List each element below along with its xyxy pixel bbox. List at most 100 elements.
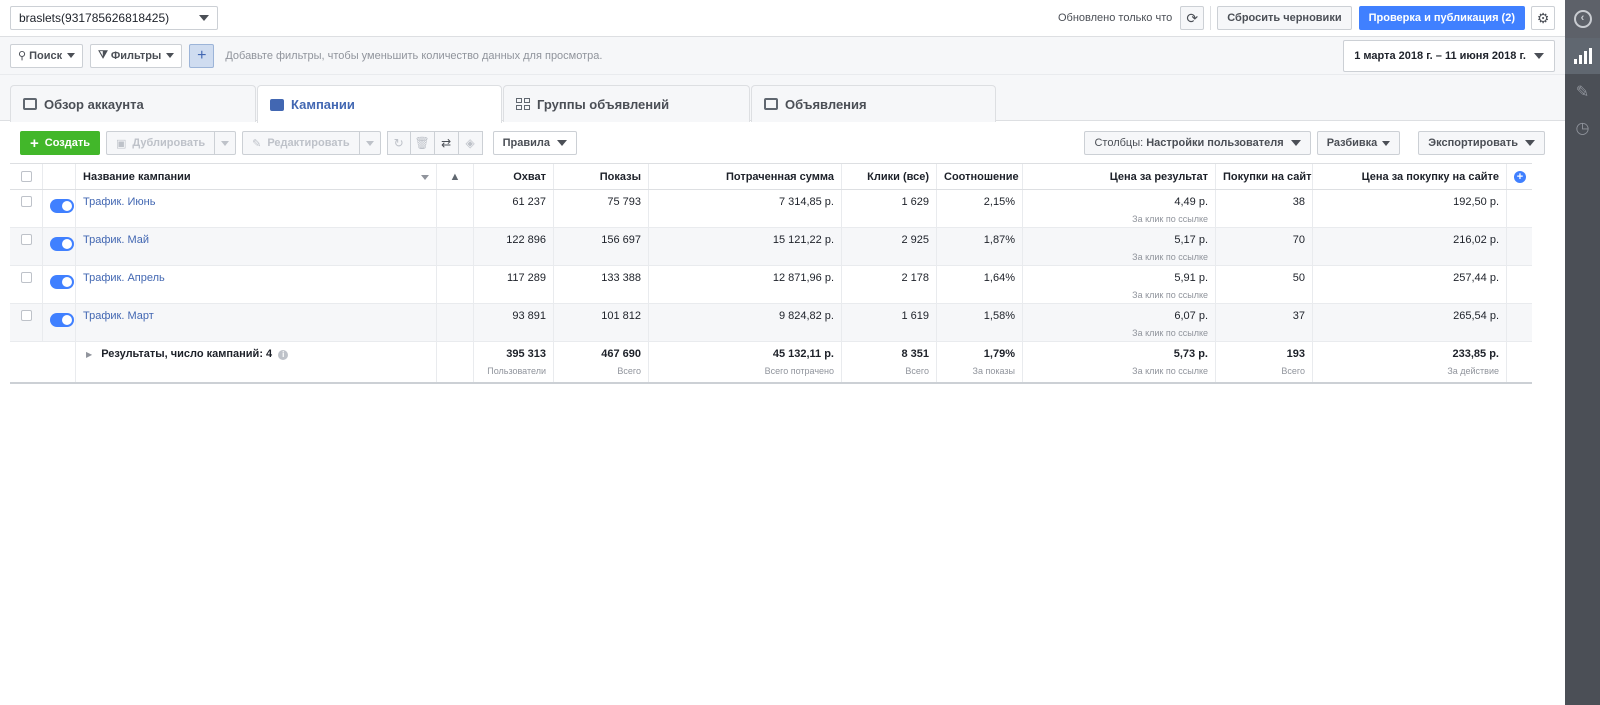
cell-ctr: 1,58% — [937, 304, 1023, 341]
columns-value: Настройки пользователя — [1146, 137, 1284, 149]
totals-label-cell: ▶ Результаты, число кампаний: 4 i — [76, 342, 437, 382]
cell-value: 257,44 р. — [1453, 272, 1499, 284]
columns-button[interactable]: Столбцы: Настройки пользователя — [1084, 131, 1311, 155]
cell-impressions: 75 793 — [554, 190, 649, 227]
plus-icon: + — [197, 46, 207, 64]
chevron-down-icon — [556, 140, 567, 146]
campaign-name-link[interactable]: Трафик. Апрель — [83, 272, 165, 284]
table-row[interactable]: Трафик. Май 122 896 156 697 15 121,22 р. 2 9… — [10, 228, 1532, 266]
expand-icon[interactable]: ▶ — [86, 350, 93, 359]
duplicate-menu-button[interactable] — [215, 131, 237, 155]
totals-impressions: 467 690 Всего — [554, 342, 649, 382]
col-header-impressions[interactable]: Показы — [554, 164, 649, 189]
top-header: braslets(931785626818425) Обновлено толь… — [0, 0, 1565, 37]
chevron-down-icon — [67, 53, 76, 58]
breakdown-button[interactable]: Разбивка — [1316, 131, 1401, 155]
review-publish-button[interactable]: Проверка и публикация (2) — [1358, 6, 1525, 30]
table-row[interactable]: Трафик. Июнь 61 237 75 793 7 314,85 р. 1 629… — [10, 190, 1532, 228]
col-header-ctr[interactable]: Соотношение кликов — [937, 164, 1023, 189]
row-checkbox[interactable] — [20, 310, 32, 321]
row-end — [1507, 228, 1532, 265]
breakdown-label: Разбивка — [1326, 137, 1378, 149]
date-range-picker[interactable]: 1 марта 2018 г. – 11 июня 2018 г. — [1343, 39, 1555, 72]
rules-button[interactable]: Правила — [492, 131, 577, 155]
gear-icon: ⚙ — [1536, 9, 1550, 26]
ab-test-button[interactable]: ⇄ — [434, 131, 459, 155]
col-header-clicks[interactable]: Клики (все) — [842, 164, 937, 189]
col-header-delivery[interactable]: ▲ — [437, 164, 474, 189]
filter-icon: ⧩ — [98, 49, 108, 61]
table-row[interactable]: Трафик. Апрель 117 289 133 388 12 871,96 р.… — [10, 266, 1532, 304]
row-checkbox[interactable] — [20, 272, 32, 283]
search-icon: ⚲ — [18, 50, 27, 62]
row-checkbox-cell — [10, 304, 43, 341]
tab-campaigns[interactable]: Кампании — [257, 85, 502, 123]
campaign-toggle[interactable] — [50, 275, 74, 289]
cell-cpp: 265,54 р. — [1313, 304, 1507, 341]
create-button[interactable]: + Создать — [20, 131, 101, 155]
col-header-name[interactable]: Название кампании — [76, 164, 437, 189]
cell-value: 192,50 р. — [1453, 196, 1499, 208]
insights-button[interactable] — [1565, 38, 1600, 74]
tab-ads[interactable]: Объявления — [751, 85, 996, 122]
cell-spent: 9 824,82 р. — [649, 304, 842, 341]
edit-menu-button[interactable] — [359, 131, 381, 155]
edit-button[interactable]: ✎ Редактировать — [242, 131, 360, 155]
add-column-icon[interactable]: + — [1514, 171, 1526, 183]
discard-drafts-button[interactable]: Сбросить черновики — [1217, 6, 1352, 30]
add-column-cell: + — [1507, 164, 1532, 189]
campaign-toggle[interactable] — [50, 313, 74, 327]
tab-ad-sets[interactable]: Группы объявлений — [503, 85, 750, 122]
cell-spent: 12 871,96 р. — [649, 266, 842, 303]
revert-button[interactable]: ↻ — [386, 131, 411, 155]
cell-value: 37 — [1292, 310, 1305, 322]
tag-button[interactable]: ◈ — [458, 131, 483, 155]
collapse-rail-button[interactable]: ‹ — [1565, 0, 1600, 38]
campaign-toggle[interactable] — [50, 199, 74, 213]
settings-button[interactable]: ⚙ — [1531, 6, 1555, 30]
info-icon[interactable]: i — [278, 350, 289, 360]
delete-button[interactable]: 🗑 — [410, 131, 435, 155]
account-selector[interactable]: braslets(931785626818425) — [10, 6, 218, 30]
select-all-checkbox[interactable] — [20, 171, 32, 182]
right-rail: ‹ ✎ ◷ — [1565, 0, 1600, 705]
row-checkbox[interactable] — [20, 196, 32, 207]
col-header-label: Название кампании — [83, 171, 191, 183]
tab-account-overview[interactable]: Обзор аккаунта — [10, 85, 256, 122]
col-header-spent[interactable]: Потраченная сумма — [649, 164, 842, 189]
campaign-name-cell: Трафик. Июнь — [76, 190, 437, 227]
search-button[interactable]: ⚲ Поиск — [10, 43, 84, 68]
col-header-cpr[interactable]: Цена за результат — [1023, 164, 1216, 189]
totals-label: Результаты, число кампаний: 4 — [101, 348, 273, 360]
totals-cpp: 233,85 р. За действие — [1313, 342, 1507, 382]
totals-row: ▶ Результаты, число кампаний: 4 i 395 31… — [10, 342, 1532, 384]
col-header-cpp[interactable]: Цена за покупку на сайте — [1313, 164, 1507, 189]
add-filter-button[interactable]: + — [189, 43, 215, 68]
col-header-purchases[interactable]: Покупки на сайте — [1216, 164, 1313, 189]
col-header-reach[interactable]: Охват — [474, 164, 554, 189]
cell-value: 117 289 — [507, 272, 546, 284]
filter-hint: Добавьте фильтры, чтобы уменьшить количе… — [225, 49, 603, 62]
refresh-button[interactable]: ⟳ — [1180, 6, 1205, 30]
cell-purchases: 50 — [1216, 266, 1313, 303]
refresh-icon: ⟳ — [1186, 9, 1199, 26]
chevron-down-icon — [365, 140, 374, 146]
cell-value: 7 314,85 р. — [778, 196, 834, 208]
campaign-name-link[interactable]: Трафик. Март — [83, 310, 154, 322]
cell-value: 122 896 — [506, 234, 546, 246]
cell-impressions: 156 697 — [554, 228, 649, 265]
campaign-name-link[interactable]: Трафик. Май — [83, 234, 150, 246]
cell-value: 6,07 р. — [1174, 310, 1208, 322]
campaign-toggle[interactable] — [50, 237, 74, 251]
filters-button[interactable]: ⧩ Фильтры — [90, 43, 183, 68]
campaign-name-link[interactable]: Трафик. Июнь — [83, 196, 156, 208]
edit-panel-button[interactable]: ✎ — [1565, 74, 1600, 110]
cell-purchases: 37 — [1216, 304, 1313, 341]
history-button[interactable]: ◷ — [1565, 110, 1600, 146]
table-row[interactable]: Трафик. Март 93 891 101 812 9 824,82 р. 1 61… — [10, 304, 1532, 342]
duplicate-button[interactable]: ▣ Дублировать — [106, 131, 216, 155]
totals-end — [1507, 342, 1532, 382]
row-checkbox[interactable] — [20, 234, 32, 245]
chevron-down-icon — [221, 140, 230, 146]
export-button[interactable]: Экспортировать — [1418, 131, 1545, 155]
